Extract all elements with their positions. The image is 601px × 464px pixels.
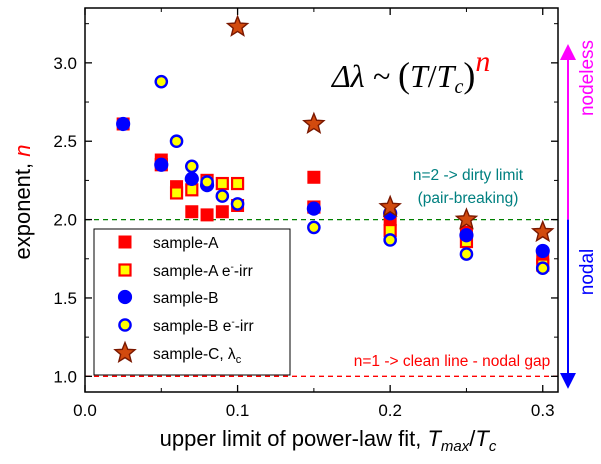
data-points	[116, 14, 555, 275]
data-point-sample-a-e-irr	[230, 176, 245, 191]
data-point-sample-a	[215, 205, 229, 219]
legend-symbol-sample-a	[118, 235, 132, 249]
data-point-sample-a	[307, 170, 321, 184]
data-point-sample-b-e-irr	[383, 233, 397, 247]
data-point-sample-b-e-irr	[535, 261, 550, 275]
dirty-limit-label-line1: n=2 -> dirty limit	[413, 167, 524, 184]
legend: sample-A sample-A e--irr sample-B sample…	[93, 228, 291, 376]
y-tick-label: 2.0	[53, 211, 77, 230]
y-axis-label: exponent, n	[10, 145, 35, 260]
legend-symbol-sample-a-e-irr	[118, 263, 132, 277]
plot-frame	[84, 7, 559, 393]
y-tick-label: 3.0	[53, 54, 77, 73]
data-point-sample-a-e-irr	[169, 186, 184, 200]
data-point-sample-c-c	[530, 219, 555, 243]
legend-symbol-sample-b	[117, 289, 133, 305]
y-tick-label: 1.0	[53, 367, 77, 386]
data-point-sample-c-c	[302, 111, 326, 135]
legend-entry-sample-a-irr: sample-A e--irr	[153, 262, 253, 280]
data-point-sample-c-c	[225, 14, 250, 37]
series-sample-b-e-irr	[154, 74, 550, 275]
data-point-sample-a-e-irr	[215, 176, 229, 191]
legend-entry-sample-b-irr: sample-B e--irr	[153, 317, 254, 335]
formula-annotation: Δλ ~ (T/Tc)n	[330, 45, 490, 98]
y-tick-label: 2.5	[53, 132, 77, 151]
data-point-sample-a	[200, 208, 214, 222]
data-point-sample-c-c	[454, 207, 479, 230]
data-point-sample-b-e-irr	[185, 159, 199, 174]
data-point-sample-b	[535, 243, 550, 259]
nodeless-label: nodeless	[577, 40, 598, 116]
x-tick-label: 0.0	[73, 401, 97, 420]
data-point-sample-b-e-irr	[215, 189, 230, 203]
legend-symbol-sample-c-c	[113, 340, 137, 364]
data-point-sample-b	[184, 171, 199, 186]
data-point-sample-b-e-irr	[169, 134, 184, 149]
legend-entry-sample-c: sample-C, λc	[153, 346, 242, 366]
data-point-sample-b-e-irr	[154, 74, 169, 89]
x-axis-label: upper limit of power-law fit, Tmax/Tc	[160, 426, 497, 455]
data-point-sample-b-e-irr	[307, 220, 321, 235]
data-point-sample-b	[459, 228, 474, 243]
data-point-sample-b	[306, 201, 321, 216]
legend-entry-sample-b: sample-B	[153, 290, 218, 307]
data-point-sample-b	[154, 157, 169, 172]
dirty-limit-label-line2: (pair-breaking)	[418, 190, 519, 207]
data-point-sample-b	[116, 116, 131, 132]
data-point-sample-a-e-irr	[185, 183, 199, 197]
series-sample-c-c	[225, 14, 555, 243]
data-point-sample-b-e-irr	[459, 247, 474, 261]
x-tick-label: 0.3	[531, 401, 555, 420]
x-tick-label: 0.1	[226, 401, 250, 420]
data-point-sample-a	[185, 205, 199, 219]
nodal-label: nodal	[577, 249, 598, 296]
x-tick-label: 0.2	[378, 401, 402, 420]
data-point-sample-b-e-irr	[230, 197, 245, 211]
legend-entry-sample-a: sample-A	[153, 235, 219, 252]
series-sample-b	[116, 116, 550, 259]
legend-symbol-sample-b-e-irr	[118, 318, 132, 332]
axis-ticks: 0.0 0.1 0.2 0.3 1.0 1.5 2.0 2.5 3.0	[53, 8, 558, 420]
clean-line-label: n=1 -> clean line - nodal gap	[354, 353, 550, 370]
data-point-sample-b-e-irr	[200, 175, 214, 189]
data-point-sample-c-c	[378, 194, 402, 218]
y-tick-label: 1.5	[53, 289, 77, 308]
